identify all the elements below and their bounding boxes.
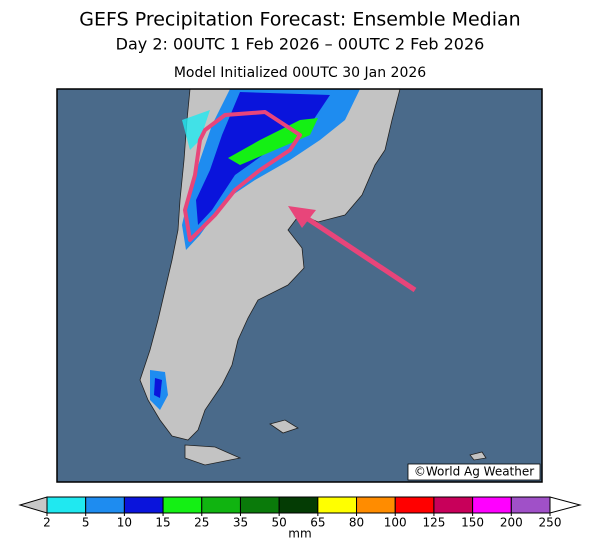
colorbar-segment [201,496,241,514]
init-time: Model Initialized 00UTC 30 Jan 2026 [174,65,426,81]
precip-south-core [154,378,162,398]
colorbar-over [549,496,582,514]
colorbar-segment [317,496,358,514]
falklands [269,419,299,434]
colorbar-tick-label: 125 [422,516,445,530]
title: GEFS Precipitation Forecast: Ensemble Me… [79,9,520,31]
colorbar-tick-label: 5 [82,516,90,530]
colorbar-tick-label: 80 [349,516,364,530]
tierra-del-fuego [184,444,242,466]
colorbar-tick-label: 250 [539,516,562,530]
colorbar-tick-label: 15 [155,516,170,530]
colorbar-segment [278,496,319,514]
precip-2 [182,110,210,150]
colorbar-unit: mm [288,527,311,541]
colorbar-segment [510,496,551,514]
colorbar-segment [85,496,125,514]
colorbar-segment [162,496,203,514]
colorbar-tick-label: 100 [384,516,407,530]
arrow-head [288,206,316,228]
map-frame [56,88,543,483]
colorbar-segment [46,496,87,514]
colorbar-tick-label: 25 [194,516,209,530]
colorbar-tick-label: 50 [272,516,287,530]
colorbar-segment [433,496,474,514]
colorbar-segment [394,496,435,514]
colorbar-segment [356,496,396,514]
colorbar-under [18,496,48,514]
colorbar-segment [472,496,512,514]
colorbar-tick-label: 35 [233,516,248,530]
island [469,451,487,461]
credit: ©World Ag Weather [414,465,534,479]
colorbar-tick-label: 200 [500,516,523,530]
colorbar-tick-label: 65 [310,516,325,530]
colorbar-tick-label: 2 [43,516,51,530]
colorbar-segment [239,496,280,514]
colorbar-segment [123,496,164,514]
colorbar-tick-label: 10 [117,516,132,530]
colorbar: 2 5 10 15 25 35 50 65 80 100 125 150 200 250 [18,496,582,530]
credit-box [407,463,541,481]
subtitle: Day 2: 00UTC 1 Feb 2026 – 00UTC 2 Feb 20… [116,35,485,54]
colorbar-tick-label: 150 [461,516,484,530]
arrow-shaft [303,214,417,293]
highlight-outline [183,110,302,242]
map: ©World Ag Weather [56,88,543,483]
